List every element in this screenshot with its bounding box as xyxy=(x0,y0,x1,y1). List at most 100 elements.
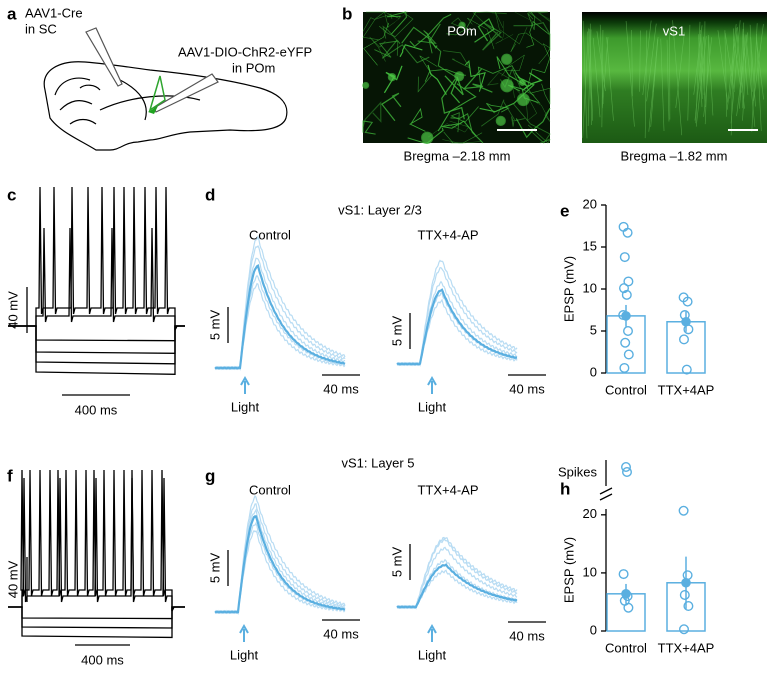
fiber xyxy=(526,21,550,48)
fiber xyxy=(513,103,551,144)
trace xyxy=(396,292,518,367)
cell xyxy=(458,21,466,29)
data-point xyxy=(623,276,634,287)
fiber xyxy=(441,78,465,120)
data-point xyxy=(621,289,632,300)
fiber xyxy=(535,101,551,122)
fiber xyxy=(753,24,764,101)
fiber xyxy=(477,65,523,87)
cell xyxy=(500,78,514,93)
fiber xyxy=(437,83,477,132)
fiber xyxy=(650,38,658,127)
fiber xyxy=(526,11,551,22)
fiber xyxy=(479,76,535,113)
fiber xyxy=(751,23,758,132)
fiber xyxy=(362,120,376,135)
injection-label: AAV1-Cre xyxy=(25,5,83,20)
cell xyxy=(501,53,513,65)
fiber xyxy=(515,107,551,139)
fiber xyxy=(639,30,641,92)
fiber xyxy=(527,124,551,144)
trace xyxy=(396,546,518,610)
panel-title: vS1: Layer 5 xyxy=(342,455,415,470)
y-axis-label: EPSP (mV) xyxy=(561,256,576,322)
x-tick-label: TTX+4AP xyxy=(658,640,715,655)
injection-label: in POm xyxy=(232,60,275,75)
fiber xyxy=(462,68,493,93)
fiber xyxy=(749,24,753,92)
trace xyxy=(8,186,185,331)
fiber xyxy=(602,37,609,109)
fiber xyxy=(409,13,452,48)
fiber xyxy=(642,20,652,96)
fiber xyxy=(631,30,633,97)
data-point xyxy=(623,602,634,613)
panel-letter: e xyxy=(560,201,569,220)
scale-label: 40 ms xyxy=(323,381,359,396)
data-point xyxy=(679,624,690,635)
fiber xyxy=(703,21,706,96)
fiber xyxy=(698,34,703,107)
y-axis-label: EPSP (mV) xyxy=(561,537,576,603)
fiber xyxy=(756,34,762,131)
image-caption: Bregma –1.82 mm xyxy=(621,148,728,163)
fiber xyxy=(675,32,685,108)
trace xyxy=(8,227,185,331)
fiber xyxy=(495,11,528,45)
data-point xyxy=(678,505,689,516)
fiber xyxy=(724,30,728,117)
cell xyxy=(518,78,526,86)
fiber xyxy=(666,39,670,122)
y-tick-label: 0 xyxy=(590,622,597,637)
panel-letter: f xyxy=(7,466,13,485)
fiber xyxy=(399,44,423,58)
scale-label: 400 ms xyxy=(81,652,124,667)
stimulus-label: Light xyxy=(231,399,260,414)
fiber xyxy=(750,37,756,107)
x-tick-label: TTX+4AP xyxy=(658,382,715,397)
spike-point xyxy=(622,467,633,478)
fibers xyxy=(362,11,551,144)
data-point xyxy=(623,349,634,360)
trace xyxy=(214,234,346,371)
fiber xyxy=(730,28,735,136)
fiber xyxy=(409,107,426,132)
image-label: vS1 xyxy=(663,23,685,38)
light-arrow xyxy=(239,623,249,642)
fiber xyxy=(362,101,382,128)
fiber xyxy=(531,83,551,105)
x-tick-label: Control xyxy=(605,382,647,397)
micrograph-vs1 xyxy=(582,12,767,143)
voltage-traces xyxy=(8,186,185,375)
fiber xyxy=(442,124,483,144)
fiber xyxy=(417,30,437,54)
trace xyxy=(396,298,518,367)
panel-letter: c xyxy=(7,185,16,204)
condition-label: TTX+4-AP xyxy=(417,227,478,242)
fiber xyxy=(644,30,648,139)
fiber xyxy=(596,31,606,92)
scale-label: 40 ms xyxy=(509,628,545,643)
fiber xyxy=(592,37,601,118)
fiber xyxy=(482,22,502,51)
fiber xyxy=(729,27,738,99)
fiber xyxy=(369,36,386,62)
fiber xyxy=(717,30,729,103)
voltage-traces xyxy=(8,469,185,639)
y-tick-label: 5 xyxy=(590,322,597,337)
fiber xyxy=(511,116,525,127)
stimulus-label: Light xyxy=(418,647,447,662)
fiber xyxy=(472,11,507,26)
axis-break xyxy=(599,493,613,501)
fiber xyxy=(467,17,495,50)
trace xyxy=(8,469,185,612)
mean-trace xyxy=(396,288,518,366)
trace xyxy=(214,521,346,615)
fiber xyxy=(513,22,551,51)
y-tick-label: 10 xyxy=(583,564,597,579)
scale-label: 40 ms xyxy=(509,381,545,396)
fiber xyxy=(742,32,748,121)
condition-label: TTX+4-AP xyxy=(417,482,478,497)
fiber xyxy=(582,28,589,138)
fiber xyxy=(599,24,604,105)
